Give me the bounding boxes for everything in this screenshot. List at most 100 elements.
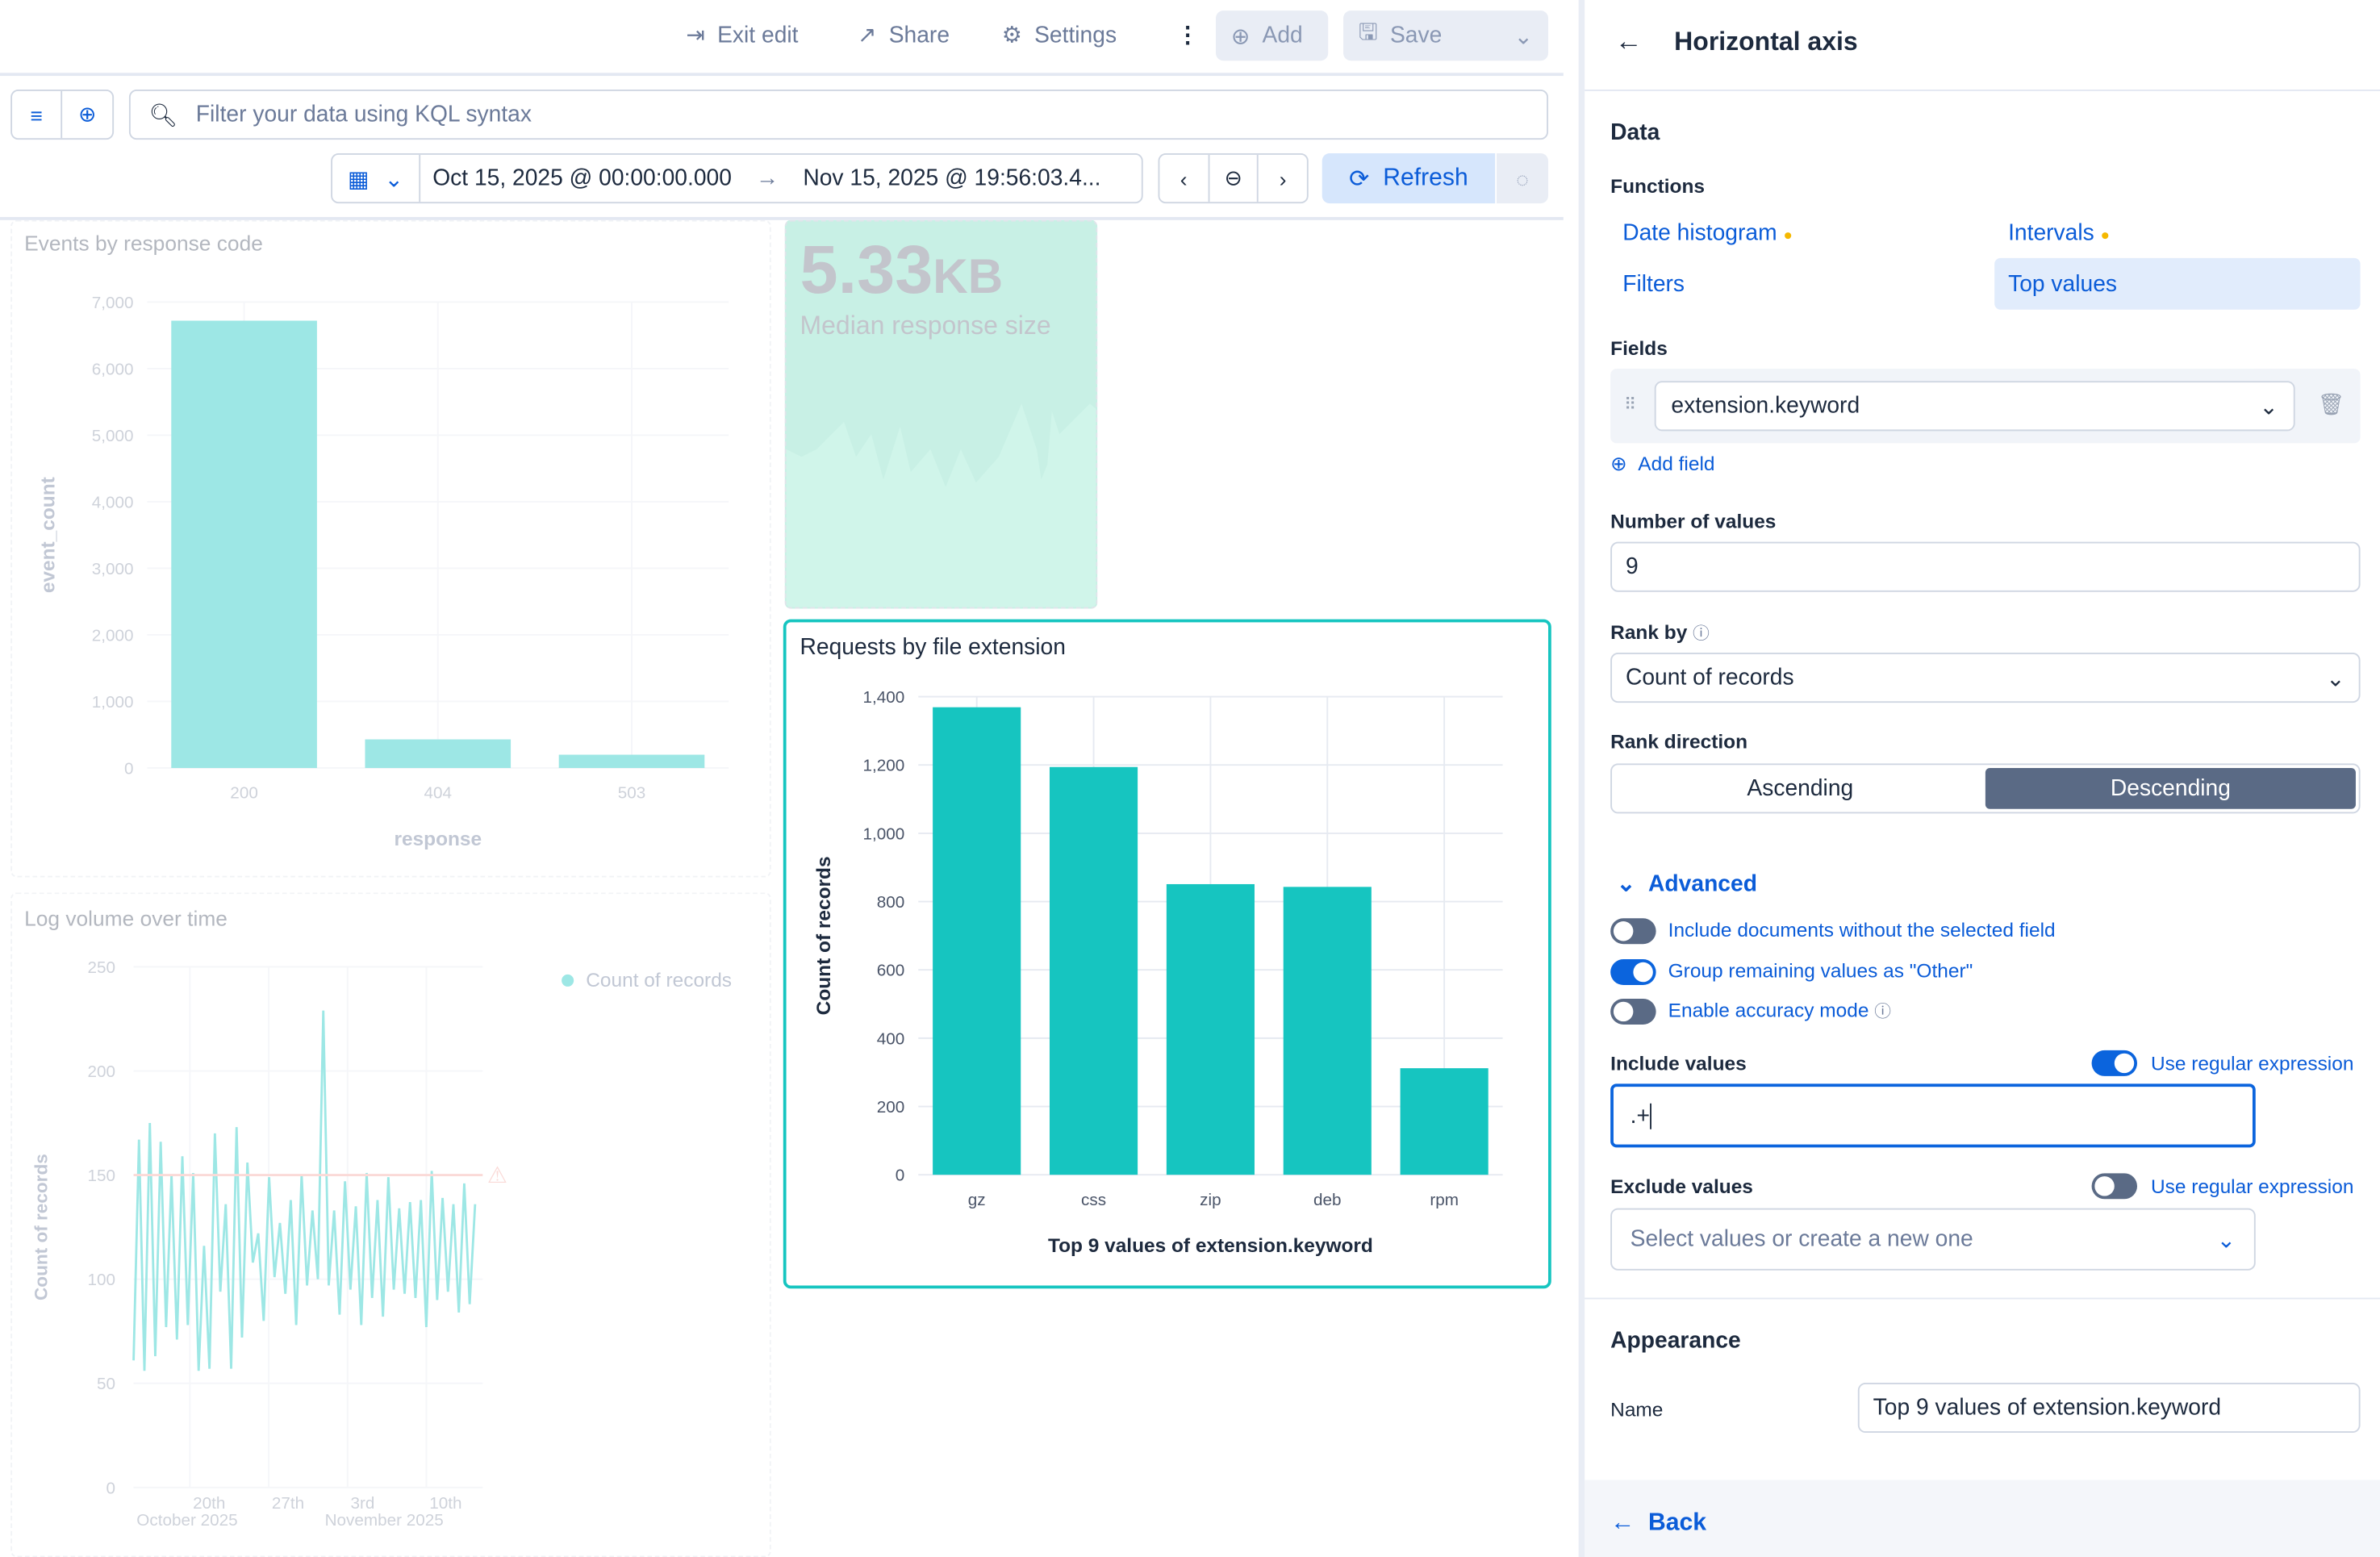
include-values-label: Include values: [1610, 1051, 1747, 1075]
y-tick-label: 4,000: [92, 493, 134, 511]
x-tick-label: 10th: [429, 1494, 461, 1513]
series-line: [132, 1010, 477, 1371]
advanced-accordion[interactable]: ⌄ Advanced: [1617, 870, 1757, 897]
chevron-left-icon: ‹: [1180, 166, 1188, 191]
include-regex-label: Use regular expression: [2150, 1051, 2354, 1075]
name-input[interactable]: Top 9 values of extension.keyword: [1857, 1382, 2361, 1434]
exclude-placeholder: Select values or create a new one: [1630, 1226, 1973, 1253]
help-icon[interactable]: ⓘ: [1693, 625, 1710, 644]
auto-refresh-button[interactable]: ◌: [1497, 153, 1549, 204]
selected-function-bg: [1994, 257, 2361, 310]
x-tick-label: deb: [1313, 1191, 1342, 1209]
y-tick-label: 2,000: [92, 626, 134, 645]
legend-label: Count of records: [586, 968, 733, 991]
arrow-left-icon: ←: [1610, 1509, 1635, 1536]
add-label: Add: [1262, 23, 1303, 49]
exit-icon: ⇥: [686, 23, 706, 49]
group-other-toggle[interactable]: [1610, 959, 1656, 986]
kql-search-input[interactable]: 🔍︎ Filter your data using KQL syntax: [128, 90, 1549, 140]
function-label: Date histogram: [1622, 219, 1777, 246]
rank-by-text: Rank by: [1610, 620, 1688, 644]
quick-select-button[interactable]: ▦ ⌄: [332, 154, 421, 202]
y-tick-label: 5,000: [92, 427, 134, 445]
function-filters[interactable]: Filters: [1622, 271, 1685, 298]
next-button[interactable]: ›: [1259, 155, 1307, 202]
arrow-right-icon: →: [756, 165, 779, 192]
plus-circle-icon: ⊕: [1610, 452, 1627, 475]
filter-controls: ≡ ⊕: [10, 90, 115, 140]
help-icon[interactable]: ⓘ: [1874, 1003, 1891, 1022]
chevron-down-icon: ⌄: [2216, 1227, 2236, 1254]
add-filter-button[interactable]: ⊕: [62, 91, 112, 138]
x-tick-label: 404: [424, 784, 453, 803]
exit-edit-label: Exit edit: [717, 22, 799, 48]
include-regex-toggle[interactable]: [2091, 1050, 2138, 1076]
events-chart: 0 1,000 2,000 3,000 4,000 5,000 6,000 7,000 200 4…: [38, 294, 729, 850]
previous-button[interactable]: ‹: [1159, 154, 1209, 202]
bar-404: [365, 739, 511, 768]
x-tick-label: 20th: [193, 1494, 225, 1513]
exclude-values-select[interactable]: Select values or create a new one ⌄: [1610, 1208, 2256, 1271]
y-tick-label: 50: [97, 1375, 115, 1393]
drag-handle-icon[interactable]: ⠿: [1624, 396, 1637, 415]
date-picker[interactable]: ▦ ⌄ Oct 15, 2025 @ 00:00:00.000 → Nov 15,…: [331, 153, 1143, 204]
refresh-button[interactable]: ⟳ Refresh: [1322, 153, 1496, 204]
include-values-input[interactable]: .+: [1610, 1083, 2256, 1148]
gear-icon: ⚙: [1001, 23, 1023, 49]
legend-item[interactable]: Count of records: [562, 968, 732, 991]
include-values-value: .+: [1630, 1102, 1650, 1129]
rank-by-value: Count of records: [1625, 665, 1794, 691]
settings-button[interactable]: ⚙ Settings: [1002, 21, 1117, 48]
x-tick-label: 27th: [272, 1494, 304, 1513]
include-missing-toggle[interactable]: [1610, 918, 1656, 945]
y-tick-label: 3,000: [92, 560, 134, 578]
save-button[interactable]: 🖫 Save ⌄: [1343, 10, 1549, 61]
add-field-button[interactable]: ⊕ Add field: [1610, 453, 1714, 477]
refresh-label: Refresh: [1383, 165, 1468, 191]
function-top-values[interactable]: Top values: [2008, 271, 2118, 298]
bar-zip: [1166, 883, 1255, 1175]
calendar-icon: ▦: [348, 166, 370, 192]
descending-button[interactable]: Descending: [1985, 767, 2356, 809]
back-button[interactable]: ← Back: [1610, 1510, 1706, 1538]
metric-panel[interactable]: 5.33KB Median response size: [784, 219, 1098, 609]
x-tick-label: rpm: [1430, 1191, 1459, 1209]
number-of-values-input[interactable]: 9: [1610, 541, 2361, 592]
search-placeholder: Filter your data using KQL syntax: [195, 102, 532, 128]
function-date-histogram[interactable]: Date histogram ●: [1622, 220, 1793, 246]
x-tick-label: zip: [1200, 1191, 1221, 1209]
panel-resize-handle[interactable]: [1578, 0, 1585, 1557]
text-cursor: [1649, 1102, 1651, 1129]
rank-by-select[interactable]: Count of records ⌄: [1610, 653, 2361, 703]
metric-sparkline: [786, 403, 1096, 607]
filter-menu-button[interactable]: ≡: [12, 90, 63, 139]
exclude-values-label: Exclude values: [1610, 1175, 1753, 1198]
bar-deb: [1283, 887, 1372, 1175]
y-tick-label: 0: [124, 760, 134, 778]
y-tick-label: 1,400: [863, 688, 905, 707]
end-date[interactable]: Nov 15, 2025 @ 19:56:03.4...: [803, 165, 1101, 192]
accuracy-mode-toggle[interactable]: [1610, 998, 1656, 1025]
divider: [1585, 90, 2380, 91]
requests-by-extension-panel[interactable]: Requests by file extension: [783, 619, 1551, 1289]
events-by-response-panel[interactable]: Events by response code: [10, 219, 771, 878]
zoom-out-button[interactable]: ⊖: [1209, 154, 1259, 202]
field-select[interactable]: extension.keyword ⌄: [1654, 381, 2295, 432]
y-axis-title: Count of records: [31, 1154, 51, 1300]
ascending-button[interactable]: Ascending: [1747, 775, 1854, 802]
trash-icon[interactable]: 🗑︎: [2317, 391, 2345, 416]
back-arrow-icon[interactable]: ←: [1614, 25, 1643, 56]
more-options-button[interactable]: ⋮: [1176, 21, 1199, 48]
toggle-label: Group remaining values as "Other": [1668, 959, 1973, 983]
start-date[interactable]: Oct 15, 2025 @ 00:00:00.000: [432, 165, 732, 192]
exclude-regex-toggle[interactable]: [2091, 1173, 2138, 1200]
log-volume-panel[interactable]: Log volume over time: [10, 892, 771, 1557]
share-button[interactable]: ↗ Share: [858, 21, 950, 48]
function-intervals[interactable]: Intervals ●: [2008, 220, 2110, 246]
requests-chart: 0 200 400 600 800 1,000 1,200 1,400 gz css zip deb r…: [813, 688, 1503, 1257]
add-button[interactable]: ⊕ Add: [1216, 10, 1329, 61]
exit-edit-button[interactable]: ⇥ Exit edit: [686, 21, 798, 48]
number-of-values-value: 9: [1625, 553, 1639, 580]
divider: [0, 217, 1564, 220]
y-axis-title: Count of records: [813, 856, 835, 1015]
